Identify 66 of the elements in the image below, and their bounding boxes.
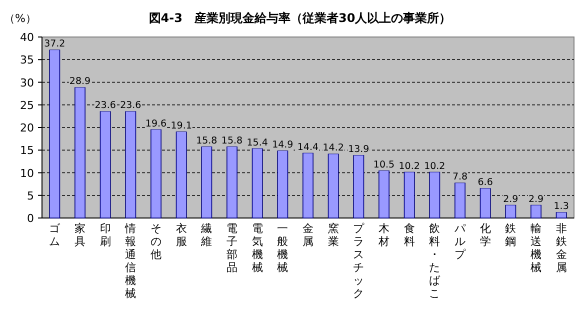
data-label: 7.8 bbox=[452, 172, 468, 183]
bar bbox=[556, 212, 567, 218]
x-tick-label: ゴム bbox=[49, 222, 62, 248]
bar bbox=[378, 170, 390, 218]
x-tick-label: 情報通信機械 bbox=[124, 222, 136, 300]
x-tick-label: プラスチック bbox=[353, 222, 366, 300]
y-tick-label: 5 bbox=[27, 189, 34, 202]
data-label: 14.2 bbox=[322, 142, 344, 154]
data-label: 2.9 bbox=[503, 194, 518, 205]
data-label: 10.2 bbox=[398, 160, 420, 172]
x-tick-label: 窯業 bbox=[328, 222, 339, 248]
bar bbox=[454, 182, 466, 218]
data-label: 37.2 bbox=[44, 38, 66, 50]
bar bbox=[429, 171, 440, 218]
data-label: 14.4 bbox=[297, 142, 319, 153]
data-label: 2.9 bbox=[528, 194, 544, 205]
data-label: 10.2 bbox=[424, 160, 446, 172]
x-tick-label: 電気機械 bbox=[252, 222, 263, 274]
bar bbox=[252, 148, 263, 218]
x-tick-label: 家具 bbox=[74, 222, 86, 248]
data-label: 28.9 bbox=[69, 76, 91, 88]
x-tick-label: 繊維 bbox=[200, 222, 212, 248]
x-tick-label: 衣服 bbox=[176, 222, 187, 248]
data-label: 6.6 bbox=[478, 177, 493, 188]
x-tick-label: 電子部品 bbox=[226, 222, 238, 274]
x-tick-label: 一般機械 bbox=[277, 222, 288, 274]
y-tick-label: 30 bbox=[20, 76, 34, 90]
data-label: 15.4 bbox=[246, 137, 268, 148]
bar bbox=[480, 188, 491, 218]
y-tick-label: 40 bbox=[20, 31, 34, 44]
data-label: 14.9 bbox=[272, 140, 294, 151]
data-label: 23.6 bbox=[94, 100, 116, 112]
bar bbox=[505, 204, 516, 218]
x-tick-label: その他 bbox=[150, 222, 162, 261]
data-label: 1.3 bbox=[554, 201, 569, 212]
x-tick-label: 化学 bbox=[480, 222, 491, 248]
y-tick-label: 0 bbox=[27, 212, 34, 225]
data-label: 19.1 bbox=[170, 120, 192, 132]
data-label: 15.8 bbox=[196, 136, 218, 147]
y-tick-label: 15 bbox=[20, 144, 34, 158]
x-tick-label: パルプ bbox=[454, 222, 466, 261]
bar bbox=[277, 150, 288, 218]
bar bbox=[226, 146, 238, 218]
x-tick-label: 輸送機械 bbox=[530, 222, 542, 274]
x-tick-label: 金属 bbox=[302, 222, 314, 248]
x-tick-label: 鉄鋼 bbox=[505, 222, 516, 248]
y-tick-label: 35 bbox=[20, 54, 34, 67]
data-label: 15.8 bbox=[221, 136, 243, 147]
bar bbox=[404, 171, 415, 218]
y-tick-label: 25 bbox=[20, 98, 34, 112]
data-label: 10.5 bbox=[373, 159, 395, 170]
data-label: 19.6 bbox=[145, 118, 167, 130]
data-label: 23.6 bbox=[120, 100, 142, 112]
bar bbox=[201, 146, 212, 218]
x-tick-label: 食料 bbox=[404, 222, 415, 248]
y-tick-label: 20 bbox=[20, 122, 34, 134]
x-tick-label: 非鉄金属 bbox=[556, 222, 567, 274]
bar bbox=[49, 49, 60, 218]
bar bbox=[530, 204, 542, 218]
y-axis-title: （%） bbox=[4, 12, 36, 25]
x-tick-label: 飲料・たばこ bbox=[429, 222, 442, 300]
x-tick-label: 木材 bbox=[378, 222, 390, 248]
y-tick-label: 10 bbox=[20, 166, 34, 180]
x-tick-label: 印刷 bbox=[100, 222, 111, 248]
chart-title: 図4-3 産業別現金給与率（従業者30人以上の事業所） bbox=[148, 11, 452, 25]
data-label: 13.9 bbox=[348, 144, 370, 156]
